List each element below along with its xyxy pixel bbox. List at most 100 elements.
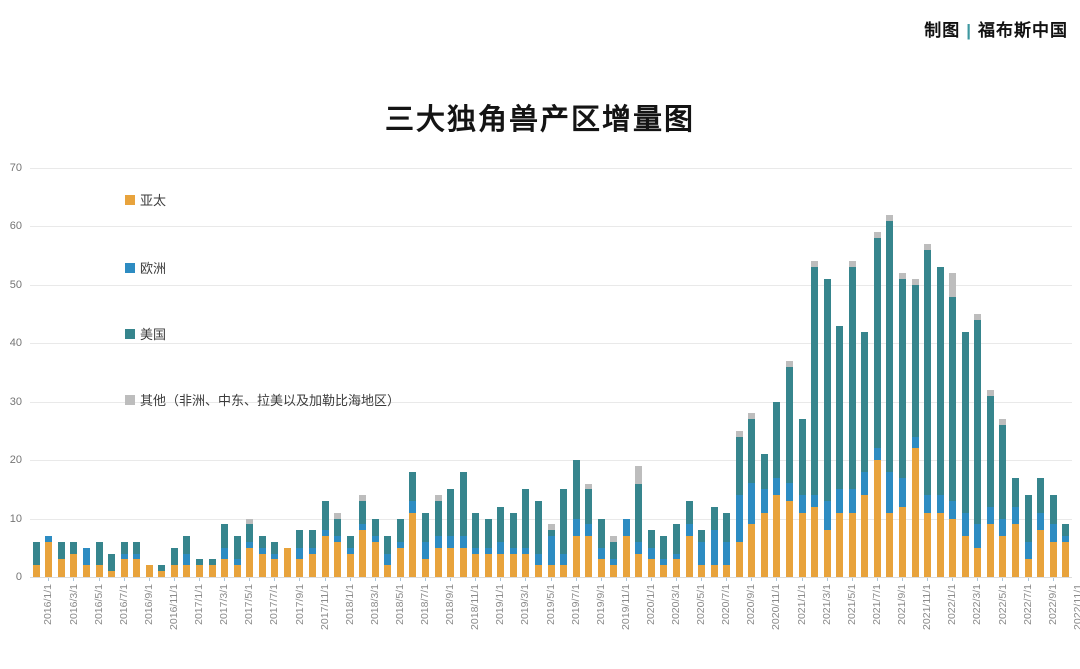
x-axis-tick (98, 578, 100, 581)
x-tick-label-2019/3/1: 2019/3/1 (519, 584, 532, 625)
bar-segment-亚太-2019/8/1 (572, 536, 580, 577)
bar-segment-美国-2018/2/1 (346, 536, 354, 548)
bar-segment-欧洲-2018/3/1 (359, 524, 367, 531)
bar-segment-亚太-2018/6/1 (396, 547, 404, 577)
legend-label-europe: 欧洲 (140, 261, 167, 276)
x-axis-tick (274, 578, 276, 581)
x-tick-label-2019/11/1: 2019/11/1 (619, 584, 632, 630)
bar-segment-美国-2018/6/1 (396, 518, 404, 542)
bar-segment-其他（非洲、中东、拉美以及加勒比海地区）-2022/4/1 (974, 314, 982, 320)
bar-segment-亚太-2016/9/1 (133, 559, 141, 577)
bar-segment-欧洲-2018/7/1 (409, 501, 417, 513)
bar-segment-亚太-2020/12/1 (773, 495, 781, 577)
bar-2020/2/1 (647, 530, 655, 577)
bar-segment-亚太-2018/2/1 (346, 553, 354, 577)
x-tick-label-2017/5/1: 2017/5/1 (243, 584, 256, 625)
bar-segment-美国-2018/4/1 (371, 518, 379, 537)
x-tick-label-2020/1/1: 2020/1/1 (644, 584, 657, 625)
bar-segment-欧洲-2018/5/1 (384, 553, 392, 566)
bar-segment-美国-2021/10/1 (899, 278, 907, 478)
bar-segment-其他（非洲、中东、拉美以及加勒比海地区）-2022/5/1 (986, 390, 994, 396)
bar-2020/6/1 (698, 530, 706, 577)
y-tick-label-30: 30 (9, 395, 22, 408)
gridline-30 (30, 401, 1072, 403)
bar-segment-亚太-2016/4/1 (70, 553, 78, 577)
bar-segment-欧洲-2017/4/1 (221, 547, 229, 560)
bar-2022/10/1 (1049, 495, 1057, 577)
bar-segment-亚太-2019/10/1 (597, 559, 605, 577)
bar-segment-美国-2022/3/1 (961, 331, 969, 513)
bar-segment-亚太-2019/2/1 (497, 553, 505, 577)
bar-segment-欧洲-2020/7/1 (710, 530, 718, 566)
bar-segment-亚太-2019/12/1 (622, 536, 630, 577)
x-tick-label-2016/11/1: 2016/11/1 (167, 584, 180, 630)
gridline-60 (30, 226, 1072, 228)
bar-segment-欧洲-2018/1/1 (334, 536, 342, 542)
x-tick-label-2018/11/1: 2018/11/1 (469, 584, 482, 630)
bar-2021/12/1 (924, 243, 932, 577)
bar-2020/1/1 (635, 465, 643, 577)
bar-segment-欧洲-2017/6/1 (246, 541, 254, 548)
bar-segment-欧洲-2018/8/1 (421, 541, 429, 560)
bar-segment-其他（非洲、中东、拉美以及加勒比海地区）-2020/1/1 (635, 465, 643, 484)
bar-segment-美国-2019/6/1 (547, 530, 555, 537)
x-axis-tick (1002, 578, 1004, 581)
bar-segment-欧洲-2021/3/1 (811, 495, 819, 507)
bar-segment-美国-2018/9/1 (434, 501, 442, 537)
bar-segment-欧洲-2017/1/1 (183, 553, 191, 566)
bar-segment-欧洲-2020/1/1 (635, 541, 643, 554)
bar-2016/6/1 (95, 541, 103, 577)
bar-segment-美国-2016/6/1 (95, 541, 103, 566)
bar-segment-欧洲-2019/1/1 (484, 547, 492, 554)
bar-2016/3/1 (57, 541, 65, 577)
bar-segment-亚太-2020/2/1 (647, 559, 655, 577)
bar-segment-美国-2016/1/1 (32, 541, 40, 566)
legend-item-europe: 欧洲 (125, 258, 166, 277)
bar-2016/4/1 (70, 541, 78, 577)
bar-segment-美国-2019/10/1 (597, 518, 605, 548)
bar-segment-亚太-2021/5/1 (836, 512, 844, 577)
bar-segment-亚太-2018/3/1 (359, 530, 367, 577)
bar-segment-美国-2020/1/1 (635, 483, 643, 542)
x-tick-label-2021/11/1: 2021/11/1 (921, 584, 934, 630)
bar-segment-欧洲-2019/7/1 (560, 553, 568, 566)
bar-segment-欧洲-2019/8/1 (572, 518, 580, 537)
bar-2021/7/1 (861, 331, 869, 577)
legend-swatch-europe (125, 262, 135, 273)
bar-segment-美国-2020/6/1 (698, 530, 706, 542)
x-tick-label-2021/7/1: 2021/7/1 (870, 584, 883, 625)
bar-2017/3/1 (208, 559, 216, 577)
bar-segment-美国-2022/1/1 (936, 267, 944, 496)
bar-segment-美国-2018/8/1 (421, 512, 429, 542)
x-axis-tick (48, 578, 50, 581)
bar-segment-亚太-2020/1/1 (635, 553, 643, 577)
bar-segment-欧洲-2020/4/1 (673, 553, 681, 560)
bar-2021/11/1 (911, 279, 919, 577)
bar-segment-美国-2021/5/1 (836, 325, 844, 490)
bar-segment-美国-2019/8/1 (572, 460, 580, 519)
bar-segment-亚太-2021/1/1 (786, 501, 794, 577)
bar-segment-欧洲-2016/8/1 (120, 553, 128, 560)
bar-2018/9/1 (434, 495, 442, 577)
bar-segment-美国-2017/6/1 (246, 524, 254, 542)
bar-2020/4/1 (673, 524, 681, 577)
x-axis-tick (224, 578, 226, 581)
bar-segment-美国-2019/7/1 (560, 489, 568, 554)
bar-2022/1/1 (936, 267, 944, 577)
bar-segment-亚太-2020/6/1 (698, 565, 706, 577)
bar-segment-其他（非洲、中东、拉美以及加勒比海地区）-2022/6/1 (999, 419, 1007, 426)
x-tick-label-2019/9/1: 2019/9/1 (594, 584, 607, 625)
bar-segment-亚太-2016/1/1 (32, 565, 40, 577)
y-tick-label-10: 10 (9, 512, 22, 525)
x-tick-label-2021/5/1: 2021/5/1 (845, 584, 858, 625)
bar-2017/7/1 (258, 536, 266, 577)
bar-segment-欧洲-2019/9/1 (585, 524, 593, 537)
credit-label: 制图 (924, 21, 961, 40)
y-tick-label-70: 70 (9, 162, 22, 174)
bar-2016/2/1 (45, 536, 53, 577)
bar-segment-亚太-2017/9/1 (283, 547, 291, 577)
x-axis-tick (751, 578, 753, 581)
bar-2018/4/1 (371, 518, 379, 577)
bar-segment-欧洲-2018/11/1 (459, 536, 467, 548)
bar-segment-欧洲-2020/6/1 (698, 541, 706, 566)
